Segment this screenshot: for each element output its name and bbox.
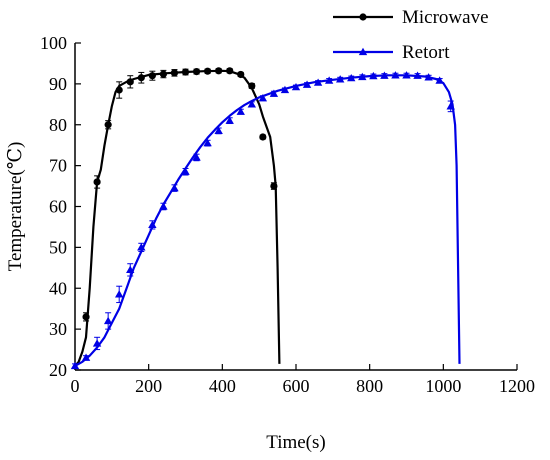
y-tick-label: 50 (49, 237, 67, 257)
retort-point (435, 76, 444, 84)
x-tick-label: 1000 (425, 376, 461, 396)
y-tick-label: 40 (49, 278, 67, 298)
y-axis-title: Temperature(℃) (5, 142, 26, 272)
series-retort (70, 71, 461, 370)
microwave-point (159, 70, 167, 78)
retort-point (424, 73, 433, 81)
retort-point (280, 85, 290, 94)
retort-point (380, 71, 389, 79)
retort-point (413, 71, 422, 79)
x-tick-label: 200 (135, 376, 162, 396)
y-tick-label: 90 (49, 74, 67, 94)
x-axis-title: Time(s) (266, 432, 325, 453)
y-tick-label: 100 (40, 33, 67, 53)
x-tick-label: 400 (209, 376, 236, 396)
microwave-point (181, 68, 190, 76)
microwave-point (259, 133, 267, 141)
retort-point (81, 353, 91, 361)
microwave-point (204, 67, 212, 75)
microwave-point (115, 86, 123, 94)
legend: Microwave Retort (333, 7, 489, 63)
retort-point (369, 71, 378, 80)
retort-point (324, 76, 334, 84)
retort-point (70, 361, 80, 370)
legend-label-microwave: Microwave (402, 7, 489, 28)
legend-label-retort: Retort (402, 42, 450, 63)
microwave-point (215, 67, 223, 75)
y-tick-label: 30 (49, 319, 67, 339)
x-tick-label: 0 (71, 376, 80, 396)
retort-point (92, 339, 102, 347)
retort-point (103, 316, 113, 325)
retort-point (236, 107, 245, 115)
retort-point (402, 71, 411, 79)
microwave-point (248, 82, 256, 90)
microwave-point (93, 178, 101, 186)
microwave-point (104, 121, 112, 129)
retort-point (358, 72, 367, 81)
retort-point (203, 138, 212, 147)
x-tick-label: 1200 (499, 376, 535, 396)
retort-point (214, 126, 223, 135)
microwave-point (237, 70, 245, 79)
microwave-point (226, 67, 234, 75)
legend-marker-retort (358, 47, 368, 56)
retort-point (181, 167, 190, 175)
retort-point (391, 71, 400, 79)
series-microwave (74, 67, 281, 367)
retort-point (148, 220, 157, 229)
x-tick-label: 800 (356, 376, 383, 396)
microwave-point (148, 72, 156, 80)
retort-point (137, 243, 146, 251)
retort-point (247, 100, 256, 108)
microwave-point (270, 182, 278, 190)
y-tick-label: 70 (49, 156, 67, 176)
retort-point (336, 75, 345, 83)
retort-point (115, 290, 124, 298)
retort-point (302, 80, 312, 88)
x-tick-label: 600 (283, 376, 310, 396)
retort-point (192, 153, 201, 161)
microwave-point (192, 68, 201, 76)
legend-marker-microwave (359, 13, 367, 21)
axes: 0 200 400 600 800 1000 1200 20 30 40 50 60 70 80 90 100 (40, 33, 535, 396)
retort-point (291, 82, 301, 91)
retort-point (313, 78, 323, 86)
plot-series (70, 67, 461, 370)
retort-point (269, 89, 279, 97)
retort-line (74, 74, 461, 367)
retort-point (159, 202, 168, 210)
retort-point (258, 93, 268, 102)
microwave-point (82, 313, 90, 321)
retort-point (225, 116, 234, 124)
retort-point (446, 102, 455, 110)
retort-point (126, 265, 135, 274)
microwave-point (137, 74, 145, 82)
retort-point (347, 73, 356, 82)
retort-point (170, 183, 179, 192)
y-tick-label: 60 (49, 197, 67, 217)
y-tick-label: 80 (49, 115, 67, 135)
microwave-point (126, 78, 134, 86)
microwave-line (74, 69, 281, 367)
y-tick-label: 20 (49, 360, 67, 380)
microwave-point (170, 69, 179, 77)
